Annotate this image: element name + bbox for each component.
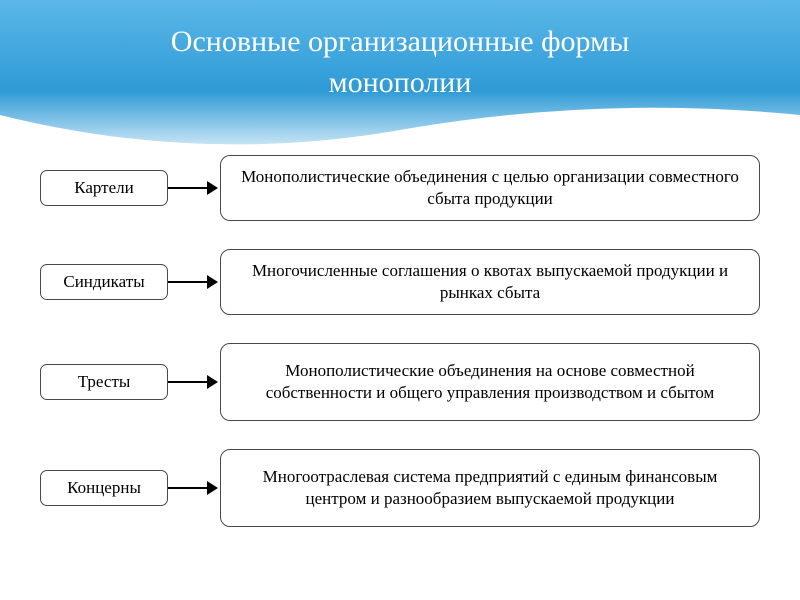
arrow-icon: [168, 272, 220, 292]
desc-sindikaty: Многочисленные соглашения о квотах выпус…: [220, 249, 760, 315]
title-line-1: Основные организационные формы: [171, 25, 629, 58]
content-area: Картели Монополистические объединения с …: [0, 155, 800, 555]
label-karteli: Картели: [40, 170, 168, 206]
label-kontserny: Концерны: [40, 470, 168, 506]
row-sindikaty: Синдикаты Многочисленные соглашения о кв…: [40, 249, 760, 315]
arrow-icon: [168, 178, 220, 198]
page-title: Основные организационные формы монополии: [0, 22, 800, 103]
row-kontserny: Концерны Многоотраслевая система предпри…: [40, 449, 760, 527]
desc-kontserny: Многоотраслевая система предприятий с ед…: [220, 449, 760, 527]
label-sindikaty: Синдикаты: [40, 264, 168, 300]
desc-tresty: Монополистические объединения на основе …: [220, 343, 760, 421]
row-karteli: Картели Монополистические объединения с …: [40, 155, 760, 221]
row-tresty: Тресты Монополистические объединения на …: [40, 343, 760, 421]
arrow-icon: [168, 372, 220, 392]
label-tresty: Тресты: [40, 364, 168, 400]
desc-karteli: Монополистические объединения с целью ор…: [220, 155, 760, 221]
title-line-2: монополии: [329, 66, 472, 99]
arrow-icon: [168, 478, 220, 498]
